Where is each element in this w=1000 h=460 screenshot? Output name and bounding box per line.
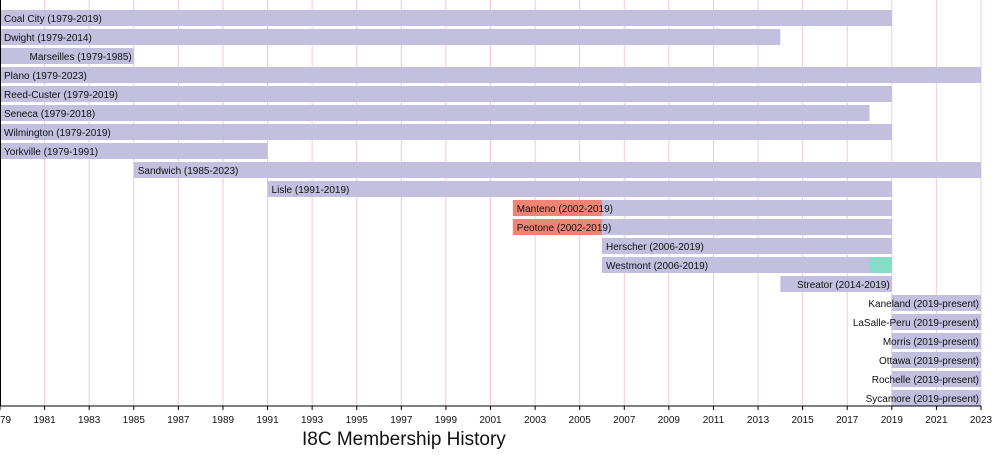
- x-tick-label: 1983: [78, 415, 101, 426]
- bar-label: Lisle (1991-2019): [272, 185, 350, 196]
- bar-label: Manteno (2002-2019): [517, 204, 613, 215]
- bar-segment-member: [891, 295, 981, 311]
- timeline-row: Lisle (1991-2019): [267, 181, 892, 197]
- x-tick-label: 2005: [569, 415, 592, 426]
- timeline-row: Manteno (2002-2019): [512, 200, 892, 216]
- bar-segment-teal-period: [869, 257, 892, 273]
- bar-segment-member: [601, 200, 892, 216]
- bar-segment-member: [601, 238, 892, 254]
- bar-segment-member: [133, 162, 982, 178]
- x-tick-label: 1997: [390, 415, 413, 426]
- bar-segment-member: [891, 371, 981, 387]
- timeline-row: Dwight (1979-2014): [0, 29, 781, 45]
- bar-label: Reed-Custer (1979-2019): [4, 90, 118, 101]
- bar-segment-member: [891, 352, 981, 368]
- x-tick-label: 1999: [435, 415, 458, 426]
- bar-segment-member: [891, 314, 981, 330]
- bar-label: Seneca (1979-2018): [4, 109, 95, 120]
- x-tick-label: 2003: [524, 415, 547, 426]
- timeline-row: Peotone (2002-2019): [512, 219, 892, 235]
- bar-label: Westmont (2006-2019): [606, 261, 708, 272]
- x-tick-label: 2017: [836, 415, 859, 426]
- timeline-row: Marseilles (1979-1985): [0, 48, 134, 64]
- bar-segment-member: [0, 86, 892, 102]
- timeline-row: LaSalle-Peru (2019-present): [853, 314, 981, 330]
- x-tick-label: 2001: [479, 415, 502, 426]
- x-tick-label: 2015: [792, 415, 815, 426]
- bar-segment-member: [0, 67, 981, 83]
- timeline-row: Morris (2019-present): [883, 333, 981, 349]
- x-tick-label: 1991: [256, 415, 279, 426]
- bar-label: Wilmington (1979-2019): [4, 128, 111, 139]
- timeline-row: Rochelle (2019-present): [872, 371, 981, 387]
- timeline-row: Sandwich (1985-2023): [133, 162, 982, 178]
- x-tick-label: 2007: [613, 415, 636, 426]
- bar-label: Sycamore (2019-present): [866, 394, 979, 405]
- x-tick-label: 2021: [925, 415, 948, 426]
- bar-segment-member: [0, 48, 134, 64]
- bar-label: Yorkville (1979-1991): [4, 147, 98, 158]
- bars: Coal City (1979-2019) Dwight (1979-2014) M…: [0, 10, 982, 406]
- bar-label: Kaneland (2019-present): [868, 299, 979, 310]
- timeline-row: Westmont (2006-2019): [601, 257, 892, 273]
- x-tick-label: 1995: [346, 415, 369, 426]
- x-tick-label: 1981: [33, 415, 56, 426]
- timeline-row: Plano (1979-2023): [0, 67, 981, 83]
- x-axis: 1979 1981 1983 1985 1987 1989 1991 1993 1995 1997…: [0, 0, 993, 426]
- timeline-row: Coal City (1979-2019): [0, 10, 892, 26]
- x-tick-label: 2011: [703, 415, 725, 426]
- bar-segment-member: [891, 333, 981, 349]
- timeline-row: Kaneland (2019-present): [868, 295, 981, 311]
- timeline-row: Yorkville (1979-1991): [0, 143, 268, 159]
- timeline-row: Herscher (2006-2019): [601, 238, 892, 254]
- x-tick-label: 1979: [0, 415, 12, 426]
- bar-label: Streator (2014-2019): [797, 280, 890, 291]
- bar-segment-member: [267, 181, 892, 197]
- x-tick-label: 1989: [212, 415, 235, 426]
- bar-segment-member: [780, 276, 892, 292]
- bar-label: Dwight (1979-2014): [4, 33, 92, 44]
- bar-segment-member: [0, 105, 870, 121]
- timeline-row: Reed-Custer (1979-2019): [0, 86, 892, 102]
- x-tick-label: 1987: [167, 415, 190, 426]
- bar-label: Rochelle (2019-present): [872, 375, 979, 386]
- bar-label: Peotone (2002-2019): [517, 223, 612, 234]
- bar-segment-member: [601, 219, 892, 235]
- x-tick-label: 1993: [301, 415, 324, 426]
- bar-label: Herscher (2006-2019): [606, 242, 704, 253]
- bar-label: Marseilles (1979-1985): [29, 52, 131, 63]
- timeline-row: Seneca (1979-2018): [0, 105, 870, 121]
- bar-segment-member: [601, 257, 870, 273]
- chart-title: I8C Membership History: [302, 429, 506, 450]
- x-tick-label: 1985: [123, 415, 146, 426]
- bar-label: Plano (1979-2023): [4, 71, 87, 82]
- bar-segment-member: [0, 124, 892, 140]
- bar-segment-member: [0, 143, 268, 159]
- bar-label: LaSalle-Peru (2019-present): [853, 318, 979, 329]
- bar-label: Sandwich (1985-2023): [138, 166, 239, 177]
- bar-segment-other-conference: [512, 219, 602, 235]
- bar-segment-member: [0, 29, 781, 45]
- bar-label: Ottawa (2019-present): [879, 356, 979, 367]
- x-tick-label: 2013: [747, 415, 770, 426]
- bar-label: Morris (2019-present): [883, 337, 979, 348]
- timeline-row: Wilmington (1979-2019): [0, 124, 892, 140]
- timeline-row: Streator (2014-2019): [780, 276, 892, 292]
- timeline-row: Sycamore (2019-present): [866, 390, 981, 406]
- bar-segment-member: [0, 10, 892, 26]
- x-tick-label: 2019: [881, 415, 904, 426]
- bar-segment-other-conference: [512, 200, 602, 216]
- x-tick-label: 2023: [970, 415, 993, 426]
- bar-segment-member: [891, 390, 981, 406]
- x-tick-label: 2009: [658, 415, 681, 426]
- bar-label: Coal City (1979-2019): [4, 14, 102, 25]
- timeline-row: Ottawa (2019-present): [879, 352, 981, 368]
